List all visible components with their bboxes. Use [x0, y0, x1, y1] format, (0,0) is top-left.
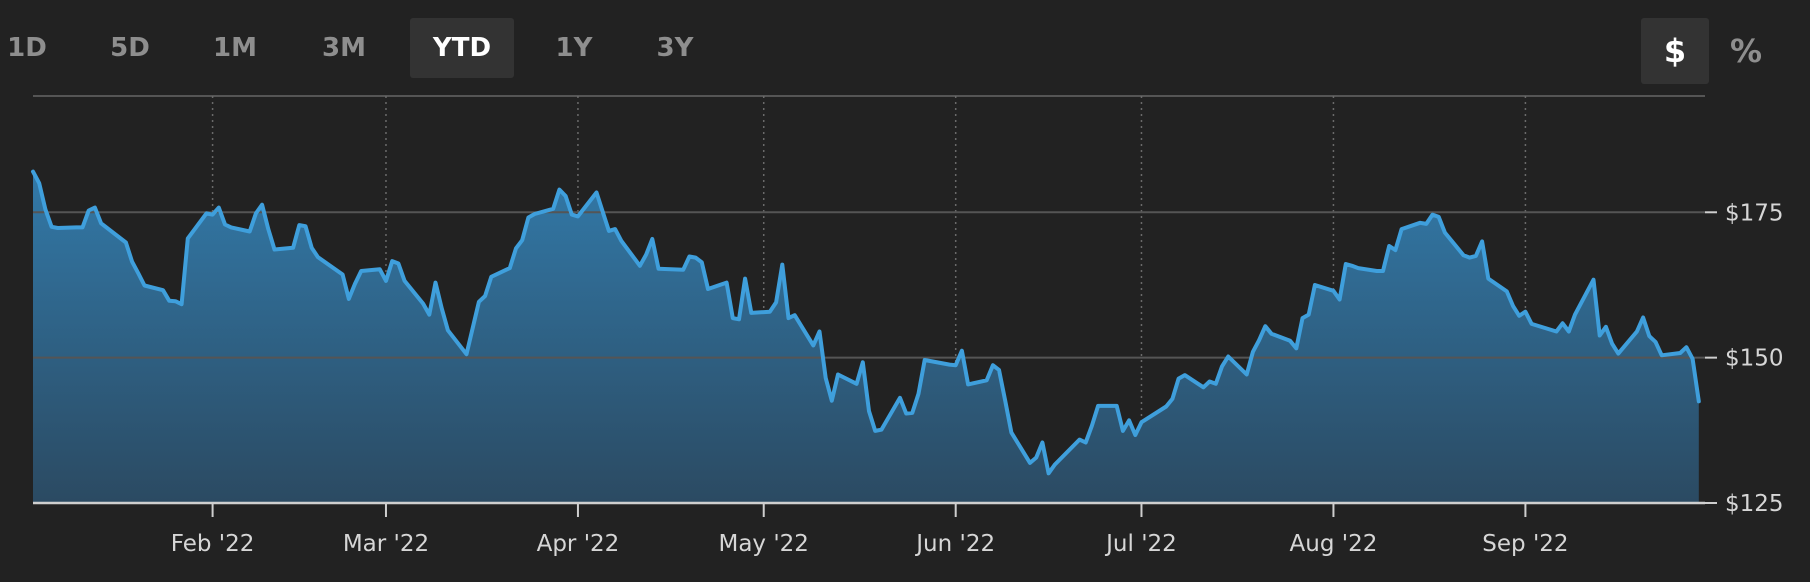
dollar-unit-button[interactable]: $ — [1641, 18, 1709, 84]
range-tab-5d[interactable]: 5D — [110, 33, 150, 63]
range-tab-3m[interactable]: 3M — [322, 33, 366, 63]
range-tab-1y[interactable]: 1Y — [555, 33, 593, 63]
x-tick-label: Mar '22 — [343, 531, 429, 557]
range-tab-3y[interactable]: 3Y — [656, 33, 694, 63]
y-tick-label: $175 — [1725, 200, 1784, 226]
y-tick-label: $150 — [1725, 346, 1784, 372]
price-area-fill — [33, 171, 1699, 503]
overlay-layer — [33, 211, 1705, 359]
range-tab-1d[interactable]: 1D — [7, 33, 47, 63]
x-tick-label: Aug '22 — [1290, 531, 1378, 557]
x-tick-label: May '22 — [718, 531, 808, 557]
y-tick-label: $125 — [1725, 491, 1784, 517]
axis-layer: $125 $150 $175 Feb '22 Mar '22 Apr '22 May '22… — [33, 200, 1784, 557]
range-tab-1m[interactable]: 1M — [213, 33, 257, 63]
x-tick-label: Jun '22 — [914, 531, 995, 557]
x-tick-label: Sep '22 — [1482, 531, 1568, 557]
percent-unit-button[interactable]: % — [1729, 32, 1763, 70]
price-line — [31, 169, 1701, 476]
x-tick-label: Feb '22 — [171, 531, 255, 557]
grid-layer — [33, 95, 1705, 503]
x-tick-label: Apr '22 — [537, 531, 620, 557]
unit-toggle: $ % — [1641, 18, 1791, 84]
range-tab-ytd[interactable]: YTD — [410, 18, 514, 78]
x-tick-label: Jul '22 — [1104, 531, 1177, 557]
